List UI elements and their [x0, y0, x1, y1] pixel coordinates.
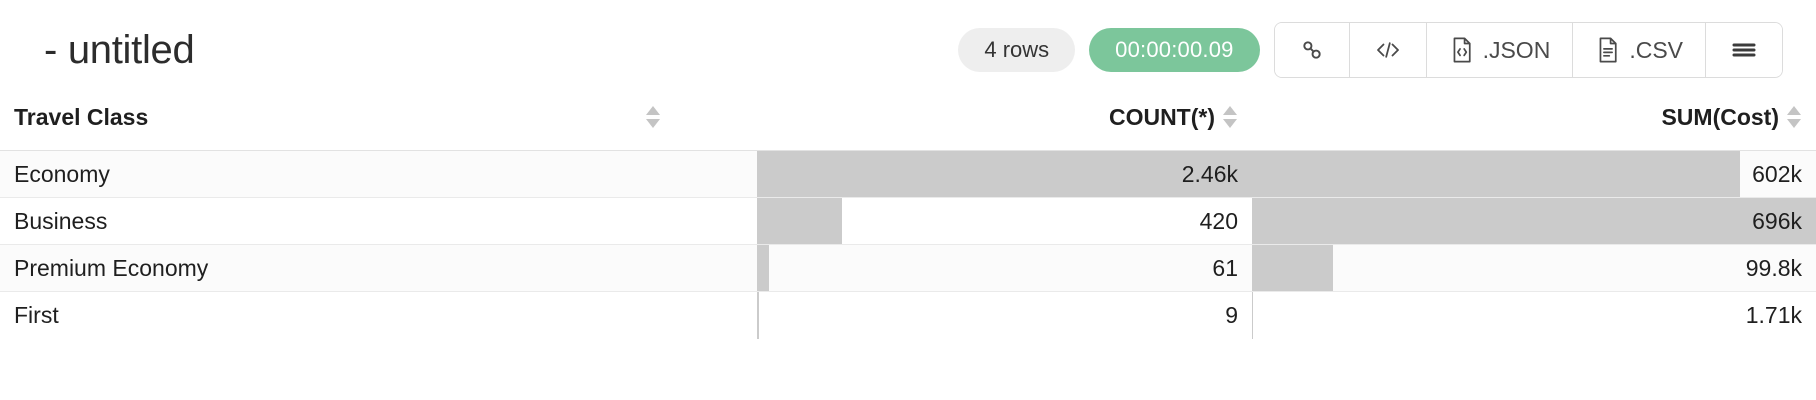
cell-count: 420	[757, 197, 1252, 245]
export-button-group: .JSON .CSV	[1273, 22, 1783, 78]
cell-sum-cost: 1.71k	[1252, 291, 1816, 339]
cell-sum-cost: 602k	[1252, 150, 1816, 198]
cell-travel-class: Premium Economy	[0, 244, 757, 292]
value-bar	[757, 245, 770, 291]
value-bar	[1252, 198, 1816, 244]
cell-text: 1.71k	[1745, 301, 1802, 328]
cell-text: 696k	[1752, 207, 1802, 234]
json-file-icon	[1449, 36, 1475, 64]
cell-text: 61	[1212, 254, 1238, 281]
column-header-label: Travel Class	[14, 103, 149, 130]
column-header-count[interactable]: COUNT(*)	[757, 100, 1252, 151]
export-csv-label: .CSV	[1629, 36, 1683, 63]
row-count-badge: 4 rows	[958, 28, 1076, 72]
sort-toggle-icon[interactable]	[646, 106, 661, 128]
page-title: - untitled	[44, 28, 195, 72]
cell-travel-class: Business	[0, 197, 757, 245]
cell-travel-class: First	[0, 291, 757, 339]
cell-text: Economy	[14, 160, 110, 187]
cell-travel-class: Economy	[0, 150, 757, 198]
cell-text: First	[14, 301, 59, 328]
link-icon	[1299, 37, 1325, 63]
sort-toggle-icon[interactable]	[1223, 106, 1238, 128]
value-bar	[757, 198, 842, 244]
value-bar	[1252, 245, 1333, 291]
sort-toggle-icon[interactable]	[1787, 106, 1802, 128]
value-bar	[757, 292, 759, 339]
table-row[interactable]: First 9 1.71k	[0, 291, 1816, 339]
result-toolbar: 4 rows 00:00:00.09	[958, 22, 1783, 78]
column-header-label: SUM(Cost)	[1661, 103, 1779, 130]
table-body: Economy 2.46k 602k Business 420	[0, 150, 1816, 339]
menu-button[interactable]	[1706, 23, 1782, 77]
csv-file-icon	[1595, 36, 1621, 64]
cell-text: 2.46k	[1181, 160, 1238, 187]
cell-count: 61	[757, 244, 1252, 292]
column-header-travel-class[interactable]: Travel Class	[0, 100, 757, 151]
value-bar	[1252, 292, 1254, 339]
embed-code-button[interactable]	[1349, 23, 1427, 77]
export-csv-button[interactable]: .CSV	[1573, 23, 1706, 77]
table-header-row: Travel Class COUNT(*) SUM(Cost)	[0, 100, 1816, 151]
table-row[interactable]: Premium Economy 61 99.8k	[0, 244, 1816, 292]
result-header: - untitled 4 rows 00:00:00.09	[0, 0, 1816, 100]
cell-text: Premium Economy	[14, 254, 209, 281]
share-link-button[interactable]	[1274, 23, 1350, 77]
column-header-label: COUNT(*)	[1108, 103, 1215, 130]
cell-text: 9	[1225, 301, 1238, 328]
query-duration-badge: 00:00:00.09	[1089, 28, 1260, 72]
cell-count: 9	[757, 291, 1252, 339]
table-row[interactable]: Economy 2.46k 602k	[0, 150, 1816, 198]
cell-text: 420	[1199, 207, 1238, 234]
cell-text: 602k	[1752, 160, 1802, 187]
cell-text: Business	[14, 207, 108, 234]
export-json-label: .JSON	[1482, 36, 1551, 63]
cell-sum-cost: 696k	[1252, 197, 1816, 245]
cell-text: 99.8k	[1745, 254, 1802, 281]
results-table: Travel Class COUNT(*) SUM(Cost)	[0, 100, 1816, 339]
export-json-button[interactable]: .JSON	[1426, 23, 1574, 77]
value-bar	[1252, 151, 1740, 197]
hamburger-menu-icon	[1730, 38, 1758, 62]
table-row[interactable]: Business 420 696k	[0, 197, 1816, 245]
value-bar	[757, 151, 1252, 197]
results-table-container: Travel Class COUNT(*) SUM(Cost)	[0, 100, 1816, 339]
cell-count: 2.46k	[757, 150, 1252, 198]
code-icon	[1374, 37, 1402, 63]
column-header-sum-cost[interactable]: SUM(Cost)	[1252, 100, 1816, 151]
cell-sum-cost: 99.8k	[1252, 244, 1816, 292]
